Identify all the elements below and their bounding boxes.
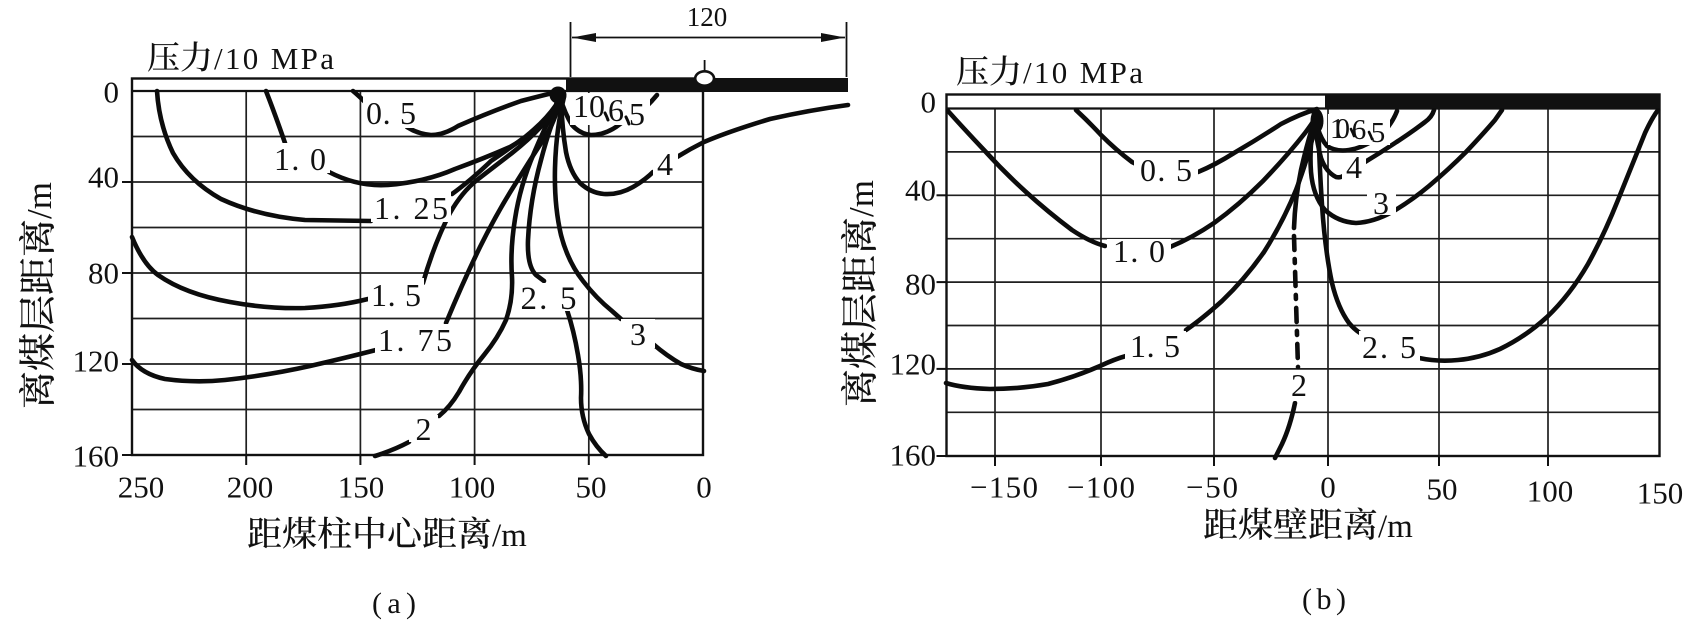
svg-text:−150: −150	[970, 470, 1038, 505]
svg-text:−50: −50	[1186, 470, 1238, 505]
svg-text:4: 4	[1346, 149, 1362, 185]
svg-text:120: 120	[73, 344, 120, 379]
svg-text:50: 50	[576, 470, 607, 505]
svg-text:100: 100	[1527, 474, 1574, 509]
svg-text:5: 5	[629, 96, 645, 132]
svg-text:/10 MPa: /10 MPa	[214, 41, 334, 76]
svg-text:160: 160	[73, 439, 120, 474]
svg-text:0. 5: 0. 5	[1140, 152, 1192, 188]
svg-text:1. 0: 1. 0	[274, 141, 326, 177]
svg-text:/m: /m	[1378, 509, 1413, 545]
svg-text:−100: −100	[1067, 470, 1135, 505]
svg-text:80: 80	[905, 267, 936, 302]
svg-text:100: 100	[449, 470, 496, 505]
svg-text:(b): (b)	[1302, 583, 1346, 616]
svg-text:120: 120	[687, 2, 728, 32]
svg-text:6: 6	[1352, 114, 1367, 146]
svg-text:0: 0	[1320, 470, 1336, 505]
svg-text:1. 0: 1. 0	[1113, 233, 1165, 269]
svg-text:50: 50	[1427, 472, 1458, 507]
svg-text:5: 5	[1371, 117, 1386, 149]
svg-text:0. 5: 0. 5	[366, 95, 416, 131]
svg-text:0: 0	[104, 75, 120, 110]
svg-text:250: 250	[118, 470, 165, 505]
svg-text:120: 120	[890, 347, 937, 382]
svg-text:2: 2	[1291, 367, 1307, 403]
svg-text:(a): (a)	[372, 587, 416, 620]
svg-text:2: 2	[416, 411, 432, 447]
svg-text:40: 40	[905, 173, 936, 208]
svg-text:0: 0	[696, 470, 712, 505]
svg-text:200: 200	[227, 470, 274, 505]
svg-text:/10 MPa: /10 MPa	[1023, 55, 1143, 90]
svg-text:160: 160	[890, 438, 937, 473]
svg-text:150: 150	[1637, 476, 1684, 511]
svg-text:1. 5: 1. 5	[371, 277, 421, 313]
svg-text:0: 0	[921, 85, 937, 120]
svg-text:6: 6	[608, 92, 624, 128]
svg-text:1. 5: 1. 5	[1130, 328, 1180, 364]
svg-text:10: 10	[1330, 113, 1350, 145]
svg-text:80: 80	[88, 256, 119, 291]
svg-text:/m: /m	[20, 182, 59, 219]
svg-text:3: 3	[1373, 185, 1389, 221]
svg-text:10: 10	[573, 88, 605, 124]
svg-text:150: 150	[338, 470, 385, 505]
svg-text:40: 40	[88, 160, 119, 195]
svg-text:/m: /m	[492, 518, 527, 554]
svg-text:/m: /m	[842, 180, 881, 217]
svg-text:3: 3	[630, 316, 646, 352]
svg-text:4: 4	[657, 146, 673, 182]
